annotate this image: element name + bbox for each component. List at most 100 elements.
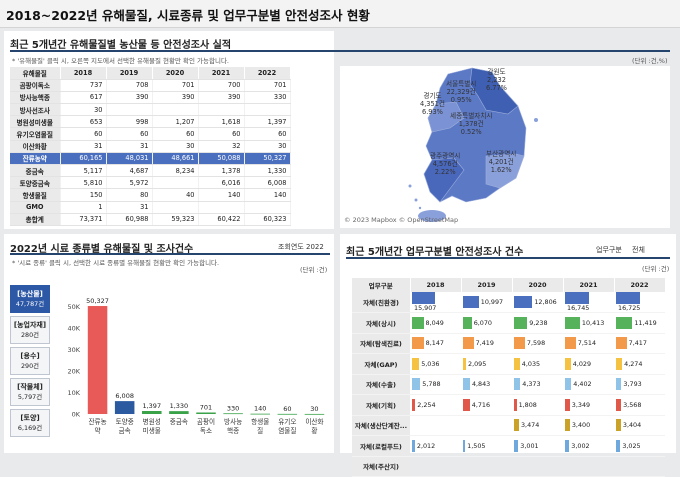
panel1-title-underline <box>10 50 670 52</box>
business-row[interactable]: 자체(상시) 8,049 6,070 9,238 10,413 11,419 <box>352 312 665 334</box>
panel3-filter-value[interactable]: 전체 <box>632 246 645 254</box>
business-cell-value: 7,514 <box>577 339 597 348</box>
bar[interactable] <box>277 413 298 415</box>
hazard-value: 80 <box>106 188 153 202</box>
y-tick-label: 30K <box>67 346 80 354</box>
bar[interactable] <box>250 413 270 415</box>
hazard-row[interactable]: 잔류농약 60,165 48,031 48,661 50,088 50,327 <box>10 152 291 166</box>
business-row[interactable]: 자체(주산지) <box>352 456 665 477</box>
business-row[interactable]: 자체(로컬푸드) 2,012 1,505 3,001 3,002 3,025 <box>352 435 665 457</box>
hazard-row[interactable]: 항생물질 150 80 40 140 140 <box>10 188 291 202</box>
hazard-name[interactable]: GMO <box>10 201 61 214</box>
hazard-row[interactable]: 병원성미생물 653 998 1,207 1,618 1,397 <box>10 115 291 129</box>
business-cell: 4,029 <box>563 353 614 375</box>
business-row[interactable]: 자체(수출) 5,788 4,843 4,373 4,402 3,793 <box>352 374 665 395</box>
hazard-value: 6,016 <box>198 176 245 190</box>
hazard-row[interactable]: 중금속 5,117 4,687 8,234 1,378 1,330 <box>10 164 291 178</box>
hazard-value: 5,810 <box>60 176 107 190</box>
sample-category-button[interactable]: [작물체] 5,797건 <box>10 378 50 406</box>
business-type[interactable]: 자체(로컬푸드) <box>352 435 410 457</box>
business-cell-bar <box>616 357 623 370</box>
hazard-value: 390 <box>152 91 199 105</box>
business-row[interactable]: 자체(생산단계잔... 3,474 3,400 3,404 <box>352 415 665 436</box>
business-cell: 7,419 <box>461 333 512 354</box>
business-row[interactable]: 자체(친환경) 15,907 10,997 12,806 16,745 16,725 <box>352 292 665 313</box>
business-cell-bar <box>565 439 570 452</box>
panel3-unit: (단위 :건) <box>642 265 670 273</box>
panel3-filter-label: 업무구분 <box>596 246 622 254</box>
hazard-name[interactable]: 총합계 <box>10 213 61 226</box>
hazard-row[interactable]: 토양중금속 5,810 5,972 6,016 6,008 <box>10 176 291 190</box>
business-cell: 6,070 <box>461 312 512 334</box>
bar[interactable] <box>169 411 189 414</box>
business-row[interactable]: 자체(GAP) 5,036 2,095 4,035 4,029 4,274 <box>352 353 665 375</box>
business-cell-value: 4,373 <box>522 380 541 389</box>
bar[interactable] <box>304 413 325 415</box>
business-cell <box>461 415 512 436</box>
bar[interactable] <box>114 401 135 414</box>
hazard-row[interactable]: 총합계 73,371 60,988 59,323 60,422 60,323 <box>10 213 291 226</box>
hazard-row[interactable]: 이산화황 31 31 30 32 30 <box>10 140 291 153</box>
hazard-row[interactable]: 유기오염물질 60 60 60 60 60 <box>10 127 291 141</box>
hazard-row[interactable]: 방사능핵종 617 390 390 390 330 <box>10 91 291 105</box>
business-cell-bar <box>565 337 576 350</box>
business-cell-value: 3,001 <box>520 441 539 450</box>
panel2-year-label[interactable]: 조회연도 2022 <box>278 243 324 251</box>
hazard-col-header: 2018 <box>60 67 107 80</box>
business-type[interactable]: 자체(수출) <box>352 374 410 395</box>
business-cell-bar <box>616 398 622 411</box>
business-type[interactable]: 자체(생산단계잔... <box>352 415 410 436</box>
hazard-name[interactable]: 방사능핵종 <box>10 91 61 105</box>
sample-category-button[interactable]: [농업자재] 280건 <box>10 316 50 344</box>
hazard-value: 60,165 <box>60 152 107 166</box>
business-cell-bar <box>565 378 572 391</box>
hazard-name[interactable]: 토양중금속 <box>10 176 61 190</box>
business-col-header: 2021 <box>563 278 615 292</box>
bar[interactable] <box>142 411 162 414</box>
business-type[interactable]: 자체(친환경) <box>352 292 410 313</box>
hazard-value: 60,422 <box>198 213 245 226</box>
business-cell-value: 4,843 <box>471 380 491 389</box>
bar-value-label: 30 <box>310 405 318 413</box>
hazard-name[interactable]: 중금속 <box>10 164 61 178</box>
business-cell-bar <box>514 378 521 391</box>
hazard-name[interactable]: 병원성미생물 <box>10 115 61 129</box>
hazard-row[interactable]: GMO 1 31 <box>10 201 291 214</box>
hazard-name[interactable]: 항생물질 <box>10 188 61 202</box>
business-cell: 1,808 <box>512 394 563 416</box>
map-label-sejong: 세종특별자치시 1,378건 0.52% <box>450 112 493 136</box>
sample-category-button[interactable]: [토양] 6,169건 <box>10 409 50 437</box>
hazard-value: 1,207 <box>152 115 199 129</box>
sample-category-button[interactable]: [용수] 290건 <box>10 347 50 375</box>
bar[interactable] <box>196 412 216 414</box>
hazard-name[interactable]: 이산화황 <box>10 140 61 153</box>
bar[interactable] <box>87 306 108 414</box>
business-cell: 4,035 <box>512 353 563 375</box>
business-row[interactable]: 자체(탐색진료) 8,147 7,419 7,598 7,514 7,417 <box>352 333 665 354</box>
hazard-row[interactable]: 방사선조사 30 <box>10 103 291 117</box>
hazard-name[interactable]: 방사선조사 <box>10 103 61 117</box>
sample-category-button[interactable]: [농산물] 47,787건 <box>10 285 50 313</box>
business-row[interactable]: 자체(기획) 2,254 4,716 1,808 3,349 3,568 <box>352 394 665 416</box>
korea-map[interactable]: 강원도 2,232 6.77% 서울특별시 22,329건 0.95% 경기도 … <box>340 66 670 228</box>
business-type[interactable]: 자체(주산지) <box>352 456 410 477</box>
business-type[interactable]: 자체(GAP) <box>352 353 410 375</box>
hazard-col-header: 2020 <box>152 67 199 80</box>
hazard-value <box>152 176 199 190</box>
panel1-title: 최근 5개년간 유해물질별 농산물 등 안전성조사 실적 <box>10 40 232 51</box>
hazard-name[interactable]: 유기오염물질 <box>10 127 61 141</box>
hazard-value: 1,330 <box>244 164 291 178</box>
business-type[interactable]: 자체(기획) <box>352 394 410 416</box>
business-cell: 9,238 <box>512 312 563 334</box>
y-tick-label: 50K <box>67 303 80 311</box>
hazard-name[interactable]: 곰팡이독소 <box>10 79 61 92</box>
business-type[interactable]: 자체(상시) <box>352 312 410 334</box>
hazard-name[interactable]: 잔류농약 <box>10 152 61 166</box>
business-cell: 3,793 <box>614 374 665 395</box>
map-label-gangwon: 강원도 2,232 6.77% <box>486 68 507 92</box>
hazard-value <box>244 103 291 117</box>
y-tick-label: 40K <box>67 325 80 333</box>
bar[interactable] <box>223 413 243 415</box>
business-type[interactable]: 자체(탐색진료) <box>352 333 410 354</box>
hazard-row[interactable]: 곰팡이독소 737 708 701 700 701 <box>10 79 291 92</box>
